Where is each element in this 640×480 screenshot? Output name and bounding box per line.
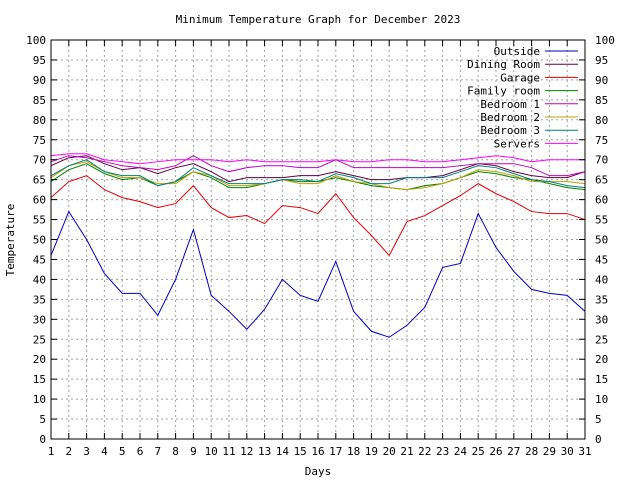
x-tick-label: 7 [154,445,161,458]
legend-label: Bedroom 1 [480,98,540,111]
x-tick-label: 27 [507,445,520,458]
x-tick-label: 22 [418,445,431,458]
y-tick-label-right: 0 [595,433,602,446]
y-tick-label-right: 35 [595,293,608,306]
legend-label: Family room [467,85,540,98]
y-tick-label-right: 5 [595,413,602,426]
y-tick-label-right: 10 [595,393,608,406]
x-tick-label: 20 [383,445,396,458]
y-tick-label-right: 25 [595,333,608,346]
x-tick-label: 31 [578,445,591,458]
x-tick-label: 17 [329,445,342,458]
series-line-outside [50,210,586,338]
x-tick-label: 16 [311,445,324,458]
x-tick-label: 28 [525,445,538,458]
x-tick-label: 2 [65,445,72,458]
series-lines [50,153,586,338]
y-tick-label-right: 30 [595,313,608,326]
y-tick-label: 65 [33,174,46,187]
x-tick-label: 11 [222,445,235,458]
y-tick-label-right: 45 [595,253,608,266]
y-tick-label: 85 [33,94,46,107]
x-tick-label: 15 [294,445,307,458]
y-tick-label: 80 [33,114,46,127]
x-tick-label: 8 [172,445,179,458]
legend-label: Dining Room [467,58,540,71]
y-tick-label-right: 95 [595,54,608,67]
y-tick-label-right: 100 [595,34,615,47]
y-tick-label: 5 [39,413,46,426]
x-tick-label: 5 [119,445,126,458]
legend-label: Bedroom 2 [480,111,540,124]
y-tick-label: 35 [33,293,46,306]
y-tick-label: 10 [33,393,46,406]
chart-title: Minimum Temperature Graph for December 2… [176,13,461,26]
x-tick-label: 24 [454,445,468,458]
legend-label: Bedroom 3 [480,124,540,137]
y-tick-label: 40 [33,273,46,286]
y-tick-label-right: 20 [595,353,608,366]
x-tick-label: 30 [561,445,574,458]
y-tick-label: 100 [26,34,46,47]
x-tick-label: 23 [436,445,449,458]
series-line-garage [50,175,586,257]
x-tick-label: 3 [83,445,90,458]
series-line-bedroom-2 [50,161,586,191]
series-line-bedroom-3 [50,159,586,189]
x-tick-label: 25 [472,445,485,458]
y-tick-label: 95 [33,54,46,67]
y-tick-label: 20 [33,353,46,366]
legend-label: Outside [494,45,540,58]
x-tick-label: 4 [101,445,108,458]
y-tick-label: 0 [39,433,46,446]
series-line-servers [50,153,585,165]
y-tick-label-right: 55 [595,214,608,227]
x-tick-label: 29 [543,445,556,458]
y-tick-label-right: 50 [595,234,608,247]
y-tick-label: 55 [33,214,46,227]
y-tick-label: 75 [33,134,46,147]
legend-label: Garage [500,71,540,84]
y-tick-label: 90 [33,74,46,87]
x-tick-label: 14 [276,445,290,458]
y-tick-label-right: 90 [595,74,608,87]
y-tick-label-right: 60 [595,194,608,207]
x-tick-label: 26 [489,445,502,458]
grid [51,40,585,439]
x-tick-label: 21 [400,445,413,458]
y-tick-label: 50 [33,234,46,247]
y-axis-label: Temperature [4,204,17,277]
x-tick-label: 1 [48,445,55,458]
x-tick-label: 9 [190,445,197,458]
series-line-bedroom-1 [50,155,586,177]
y-tick-label: 45 [33,253,46,266]
y-tick-label-right: 40 [595,273,608,286]
y-tick-label: 70 [33,154,46,167]
y-tick-label: 30 [33,313,46,326]
x-tick-label: 19 [365,445,378,458]
x-axis-label: Days [305,465,332,478]
x-tick-label: 13 [258,445,271,458]
x-tick-label: 12 [240,445,253,458]
x-tick-label: 18 [347,445,360,458]
y-tick-label: 25 [33,333,46,346]
y-tick-label-right: 80 [595,114,608,127]
legend-label: Servers [494,137,540,150]
y-tick-label-right: 70 [595,154,608,167]
y-tick-label: 60 [33,194,46,207]
y-tick-label-right: 15 [595,373,608,386]
y-tick-label-right: 85 [595,94,608,107]
x-tick-label: 10 [205,445,218,458]
y-tick-label-right: 65 [595,174,608,187]
x-tick-label: 6 [137,445,144,458]
y-tick-label-right: 75 [595,134,608,147]
y-tick-label: 15 [33,373,46,386]
